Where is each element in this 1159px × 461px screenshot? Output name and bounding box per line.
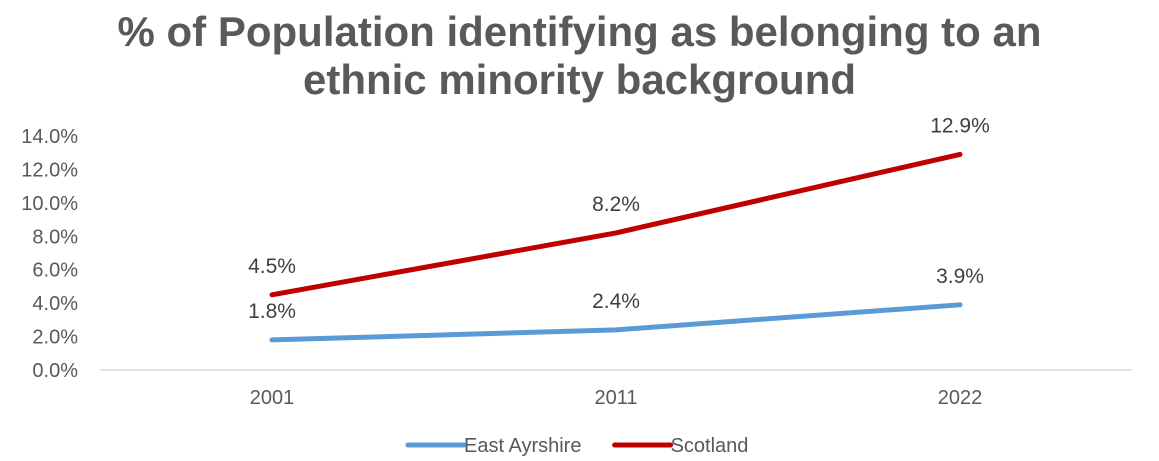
data-label: 12.9%	[930, 114, 990, 137]
data-label: 2.4%	[592, 290, 640, 313]
data-label: 3.9%	[936, 265, 984, 288]
data-label: 1.8%	[248, 300, 296, 323]
legend: East Ayrshire Scotland	[405, 435, 749, 457]
x-tick-label: 2022	[938, 387, 983, 409]
chart-title: % of Population identifying as belonging…	[0, 8, 1159, 104]
x-axis-labels: 2001 2011 2022	[250, 387, 983, 409]
y-tick-label: 2.0%	[32, 327, 78, 349]
y-tick-label: 4.0%	[32, 293, 78, 315]
legend-label: Scotland	[671, 435, 749, 457]
series-line-east-ayrshire	[269, 302, 963, 343]
data-labels: 1.8% 2.4% 3.9% 4.5% 8.2% 12.9%	[248, 114, 990, 323]
y-tick-label: 8.0%	[32, 226, 78, 248]
y-tick-label: 10.0%	[21, 193, 78, 215]
x-tick-label: 2011	[594, 387, 637, 409]
y-tick-label: 6.0%	[32, 260, 78, 282]
series-line-scotland	[269, 151, 963, 298]
data-label: 8.2%	[592, 193, 640, 216]
series-lines	[269, 151, 963, 343]
legend-label: East Ayrshire	[464, 435, 581, 457]
chart-title-line-2: ethnic minority background	[302, 56, 857, 103]
data-label: 4.5%	[248, 255, 296, 278]
y-tick-label: 12.0%	[21, 159, 78, 181]
y-tick-label: 0.0%	[32, 360, 78, 382]
chart-title-line-1: % of Population identifying as belonging…	[117, 8, 1042, 55]
y-axis-labels: 0.0% 2.0% 4.0% 6.0% 8.0% 10.0% 12.0% 14.0%	[21, 126, 78, 382]
y-tick-label: 14.0%	[21, 126, 78, 148]
x-tick-label: 2001	[250, 387, 295, 409]
